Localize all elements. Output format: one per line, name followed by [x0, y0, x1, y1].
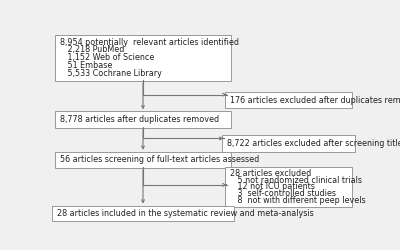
Text: 51 Embase: 51 Embase: [60, 61, 112, 70]
Text: 1,152 Web of Science: 1,152 Web of Science: [60, 54, 154, 62]
FancyBboxPatch shape: [225, 167, 352, 207]
Text: 176 articles excluded after duplicates removed: 176 articles excluded after duplicates r…: [230, 96, 400, 105]
Text: 8,778 articles after duplicates removed: 8,778 articles after duplicates removed: [60, 115, 219, 124]
Text: 28 articles included in the systematic review and meta-analysis: 28 articles included in the systematic r…: [57, 209, 314, 218]
Text: 5,533 Cochrane Library: 5,533 Cochrane Library: [60, 69, 162, 78]
Text: 56 articles screening of full-text articles assessed: 56 articles screening of full-text artic…: [60, 156, 259, 164]
Text: 28 articles excluded: 28 articles excluded: [230, 169, 312, 178]
Text: 3  self-controlled studies: 3 self-controlled studies: [230, 189, 336, 198]
Text: 8,722 articles excluded after screening titles and abstracts: 8,722 articles excluded after screening …: [227, 139, 400, 148]
FancyBboxPatch shape: [55, 111, 231, 128]
FancyBboxPatch shape: [222, 136, 355, 152]
FancyBboxPatch shape: [52, 206, 234, 221]
FancyBboxPatch shape: [55, 152, 231, 168]
Text: 8  not with different peep levels: 8 not with different peep levels: [230, 196, 366, 205]
Text: 2,218 PubMed: 2,218 PubMed: [60, 46, 124, 54]
Text: 12 not ICU patients: 12 not ICU patients: [230, 182, 315, 192]
Text: 5 not randomized clinical trials: 5 not randomized clinical trials: [230, 176, 362, 184]
FancyBboxPatch shape: [225, 92, 352, 108]
FancyBboxPatch shape: [55, 35, 231, 81]
Text: 8,954 potentially  relevant articles identified: 8,954 potentially relevant articles iden…: [60, 38, 239, 46]
